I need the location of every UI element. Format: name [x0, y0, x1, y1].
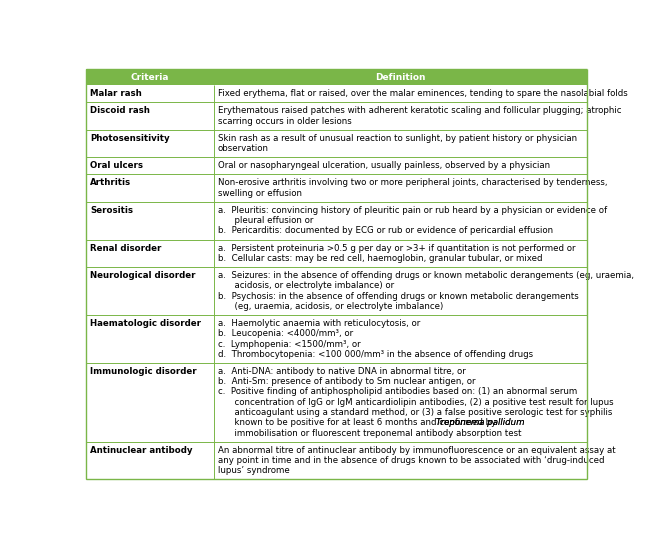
- Text: Serositis: Serositis: [90, 206, 133, 215]
- Text: b.  Leucopenia: <4000/mm³, or: b. Leucopenia: <4000/mm³, or: [218, 329, 353, 338]
- Text: Non-erosive arthritis involving two or more peripheral joints, characterised by : Non-erosive arthritis involving two or m…: [218, 179, 607, 187]
- Text: Fixed erythema, flat or raised, over the malar eminences, tending to spare the n: Fixed erythema, flat or raised, over the…: [218, 89, 628, 98]
- Text: Renal disorder: Renal disorder: [90, 244, 161, 252]
- Text: Malar rash: Malar rash: [90, 89, 142, 98]
- Text: Treponema pallidum: Treponema pallidum: [436, 418, 524, 427]
- Text: Oral ulcers: Oral ulcers: [90, 161, 143, 171]
- Text: b.  Psychosis: in the absence of offending drugs or known metabolic derangements: b. Psychosis: in the absence of offendin…: [218, 292, 579, 300]
- Text: Criteria: Criteria: [131, 73, 169, 81]
- Text: Skin rash as a result of unusual reaction to sunlight, by patient history or phy: Skin rash as a result of unusual reactio…: [218, 134, 577, 143]
- Text: immobilisation or fluorescent treponemal antibody absorption test: immobilisation or fluorescent treponemal…: [218, 428, 522, 438]
- Bar: [86, 174, 586, 202]
- Text: swelling or effusion: swelling or effusion: [218, 189, 302, 198]
- Text: Erythematous raised patches with adherent keratotic scaling and follicular plugg: Erythematous raised patches with adheren…: [218, 106, 621, 116]
- Text: Definition: Definition: [375, 73, 425, 81]
- Text: anticoagulant using a standard method, or (3) a false positive serologic test fo: anticoagulant using a standard method, o…: [218, 408, 612, 417]
- Text: An abnormal titre of antinuclear antibody by immunofluorescence or an equivalent: An abnormal titre of antinuclear antibod…: [218, 446, 615, 454]
- Text: b.  Anti-Sm: presence of antibody to Sm nuclear antigen, or: b. Anti-Sm: presence of antibody to Sm n…: [218, 377, 476, 386]
- Text: concentration of IgG or IgM anticardiolipin antibodies, (2) a positive test resu: concentration of IgG or IgM anticardioli…: [218, 397, 613, 407]
- Text: observation: observation: [218, 144, 269, 153]
- Text: pleural effusion or: pleural effusion or: [218, 216, 313, 225]
- Text: b.  Cellular casts: may be red cell, haemoglobin, granular tubular, or mixed: b. Cellular casts: may be red cell, haem…: [218, 254, 543, 263]
- Text: a.  Pleuritis: convincing history of pleuritic pain or rub heard by a physician : a. Pleuritis: convincing history of pleu…: [218, 206, 607, 215]
- Text: known to be positive for at least 6 months and confirmed by: known to be positive for at least 6 mont…: [218, 418, 499, 427]
- Text: Arthritis: Arthritis: [90, 179, 131, 187]
- Text: Haematologic disorder: Haematologic disorder: [90, 319, 201, 328]
- Bar: [86, 267, 586, 315]
- Text: c.  Lymphopenia: <1500/mm³, or: c. Lymphopenia: <1500/mm³, or: [218, 339, 360, 349]
- Text: Treponema pallidum: Treponema pallidum: [436, 418, 524, 427]
- Text: lupus’ syndrome: lupus’ syndrome: [218, 466, 289, 475]
- Bar: [86, 69, 586, 85]
- Text: any point in time and in the absence of drugs known to be associated with ‘drug-: any point in time and in the absence of …: [218, 456, 604, 465]
- Bar: [86, 85, 586, 103]
- Text: Oral or nasopharyngeal ulceration, usually painless, observed by a physician: Oral or nasopharyngeal ulceration, usual…: [218, 161, 550, 171]
- Text: (eg, uraemia, acidosis, or electrolyte imbalance): (eg, uraemia, acidosis, or electrolyte i…: [218, 302, 443, 311]
- Text: Photosensitivity: Photosensitivity: [90, 134, 170, 143]
- Text: acidosis, or electrolyte imbalance) or: acidosis, or electrolyte imbalance) or: [218, 281, 394, 291]
- Bar: [86, 157, 586, 174]
- Text: b.  Pericarditis: documented by ECG or rub or evidence of pericardial effusion: b. Pericarditis: documented by ECG or ru…: [218, 226, 553, 236]
- Text: d.  Thrombocytopenia: <100 000/mm³ in the absence of offending drugs: d. Thrombocytopenia: <100 000/mm³ in the…: [218, 350, 533, 359]
- Text: Discoid rash: Discoid rash: [90, 106, 150, 116]
- Bar: [86, 363, 586, 441]
- Bar: [86, 315, 586, 363]
- Bar: [86, 202, 586, 239]
- Text: a.  Seizures: in the absence of offending drugs or known metabolic derangements : a. Seizures: in the absence of offending…: [218, 271, 634, 280]
- Text: a.  Haemolytic anaemia with reticulocytosis, or: a. Haemolytic anaemia with reticulocytos…: [218, 319, 420, 328]
- Bar: [86, 239, 586, 267]
- Bar: [86, 103, 586, 130]
- Text: a.  Anti-DNA: antibody to native DNA in abnormal titre, or: a. Anti-DNA: antibody to native DNA in a…: [218, 367, 466, 376]
- Text: Antinuclear antibody: Antinuclear antibody: [90, 446, 193, 454]
- Bar: [86, 130, 586, 157]
- Text: c.  Positive finding of antiphospholipid antibodies based on: (1) an abnormal se: c. Positive finding of antiphospholipid …: [218, 388, 577, 396]
- Bar: [86, 441, 586, 479]
- Text: Immunologic disorder: Immunologic disorder: [90, 367, 197, 376]
- Text: scarring occurs in older lesions: scarring occurs in older lesions: [218, 117, 352, 125]
- Text: Neurological disorder: Neurological disorder: [90, 271, 195, 280]
- Text: a.  Persistent proteinuria >0.5 g per day or >3+ if quantitation is not performe: a. Persistent proteinuria >0.5 g per day…: [218, 244, 575, 252]
